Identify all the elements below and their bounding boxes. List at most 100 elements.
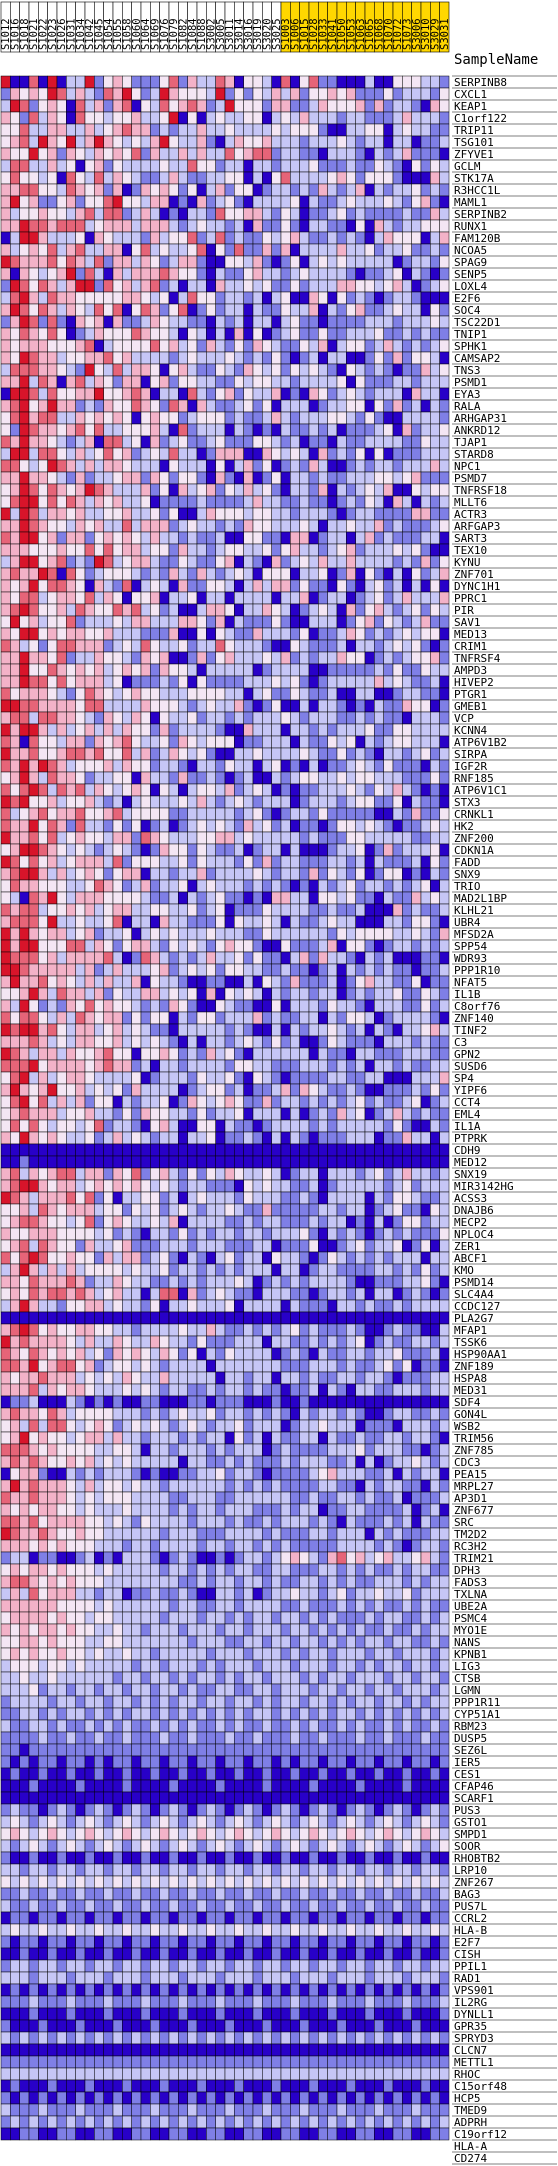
heatmap-cell xyxy=(112,135,123,149)
heatmap-cell xyxy=(439,1071,450,1085)
heatmap-cell xyxy=(66,1275,76,1289)
heatmap-cell xyxy=(75,519,86,533)
heatmap-cell xyxy=(318,819,328,833)
heatmap-cell xyxy=(271,255,282,269)
heatmap-cell xyxy=(0,579,11,593)
heatmap-cell xyxy=(383,735,394,749)
heatmap-cell xyxy=(38,531,48,545)
heatmap-cell xyxy=(150,591,160,605)
heatmap-cell xyxy=(234,759,244,773)
heatmap-cell xyxy=(140,195,151,209)
heatmap-cell xyxy=(38,435,48,449)
heatmap-cell xyxy=(131,339,142,353)
heatmap-cell xyxy=(299,471,310,485)
heatmap-cell xyxy=(299,135,310,149)
heatmap-cell xyxy=(196,735,207,749)
heatmap-cell xyxy=(262,1011,272,1025)
heatmap-cell xyxy=(280,591,291,605)
heatmap-cell xyxy=(38,723,48,737)
heatmap-cell xyxy=(262,711,272,725)
heatmap-cell xyxy=(392,147,403,161)
heatmap-cell xyxy=(252,651,263,665)
heatmap-cell xyxy=(215,843,226,857)
heatmap-cell xyxy=(159,687,170,701)
heatmap-cell xyxy=(47,999,58,1013)
heatmap-cell xyxy=(336,915,347,929)
heatmap-cell xyxy=(122,999,132,1013)
heatmap-cell xyxy=(112,1227,123,1241)
heatmap-cell xyxy=(430,87,440,101)
heatmap-cell xyxy=(290,351,300,365)
heatmap-cell xyxy=(84,435,95,449)
heatmap-cell xyxy=(38,1119,48,1133)
heatmap-cell xyxy=(112,183,123,197)
heatmap-cell xyxy=(19,939,30,953)
heatmap-cell xyxy=(364,1011,375,1025)
heatmap-cell xyxy=(383,795,394,809)
heatmap-cell xyxy=(215,519,226,533)
heatmap-cell xyxy=(215,579,226,593)
heatmap-cell xyxy=(308,711,319,725)
heatmap-cell xyxy=(94,987,104,1001)
heatmap-cell xyxy=(112,1119,123,1133)
heatmap-cell xyxy=(318,195,328,209)
heatmap-cell xyxy=(75,1227,86,1241)
heatmap-cell xyxy=(299,603,310,617)
heatmap-cell xyxy=(280,1119,291,1133)
heatmap-cell xyxy=(355,1251,366,1265)
heatmap-cell xyxy=(112,423,123,437)
heatmap-cell xyxy=(383,855,394,869)
heatmap-cell xyxy=(280,375,291,389)
heatmap-cell xyxy=(131,675,142,689)
heatmap-cell xyxy=(103,1107,114,1121)
heatmap-cell xyxy=(252,999,263,1013)
heatmap-cell xyxy=(47,567,58,581)
heatmap-cell xyxy=(0,519,11,533)
heatmap-cell xyxy=(252,627,263,641)
heatmap-cell xyxy=(66,603,76,617)
heatmap-cell xyxy=(308,771,319,785)
heatmap-cell xyxy=(327,1251,338,1265)
heatmap-cell xyxy=(206,831,216,845)
heatmap-cell xyxy=(206,279,216,293)
heatmap-cell xyxy=(196,147,207,161)
heatmap-cell xyxy=(196,519,207,533)
heatmap-cell xyxy=(38,99,48,113)
heatmap-cell xyxy=(280,987,291,1001)
heatmap-cell xyxy=(19,567,30,581)
heatmap-cell xyxy=(38,75,48,89)
heatmap-cell xyxy=(308,303,319,317)
heatmap-cell xyxy=(290,459,300,473)
heatmap-cell xyxy=(262,399,272,413)
heatmap-cell xyxy=(159,459,170,473)
heatmap-cell xyxy=(439,447,450,461)
heatmap-cell xyxy=(122,171,132,185)
heatmap-cell xyxy=(84,903,95,917)
heatmap-cell xyxy=(392,135,403,149)
heatmap-cell xyxy=(196,927,207,941)
heatmap-cell xyxy=(0,1239,11,1253)
heatmap-cell xyxy=(252,963,263,977)
heatmap-cell xyxy=(271,1179,282,1193)
heatmap-cell xyxy=(224,255,235,269)
heatmap-cell xyxy=(196,1275,207,1289)
heatmap-cell xyxy=(290,195,300,209)
heatmap-cell xyxy=(206,483,216,497)
heatmap-cell xyxy=(56,327,67,341)
heatmap-cell xyxy=(84,651,95,665)
heatmap-cell xyxy=(364,1251,375,1265)
heatmap-cell xyxy=(178,1095,188,1109)
heatmap-cell xyxy=(262,867,272,881)
heatmap-cell xyxy=(159,603,170,617)
heatmap-cell xyxy=(420,411,431,425)
heatmap-cell xyxy=(439,411,450,425)
heatmap-cell xyxy=(206,1047,216,1061)
heatmap-cell xyxy=(392,375,403,389)
heatmap-cell xyxy=(392,639,403,653)
heatmap-cell xyxy=(150,303,160,317)
heatmap-cell xyxy=(94,255,104,269)
heatmap-cell xyxy=(346,699,356,713)
heatmap-cell xyxy=(224,279,235,293)
heatmap-cell xyxy=(28,819,39,833)
heatmap-cell xyxy=(374,843,384,857)
